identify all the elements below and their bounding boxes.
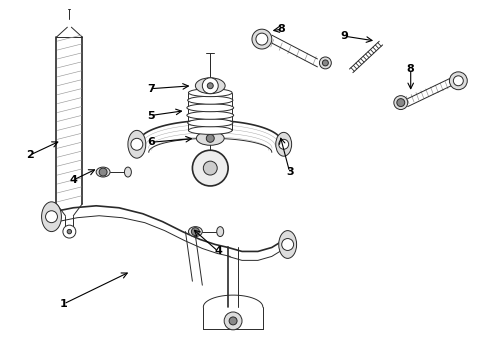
Circle shape bbox=[397, 99, 405, 107]
Circle shape bbox=[207, 83, 213, 89]
Ellipse shape bbox=[187, 104, 234, 112]
Circle shape bbox=[282, 239, 294, 251]
Circle shape bbox=[322, 60, 328, 66]
Ellipse shape bbox=[276, 132, 292, 156]
Ellipse shape bbox=[128, 130, 146, 158]
Circle shape bbox=[202, 78, 218, 94]
Text: 4: 4 bbox=[70, 175, 77, 185]
Circle shape bbox=[131, 138, 143, 150]
Circle shape bbox=[203, 161, 217, 175]
Ellipse shape bbox=[217, 227, 223, 237]
Text: 4: 4 bbox=[214, 247, 222, 256]
Circle shape bbox=[193, 150, 228, 186]
Circle shape bbox=[279, 139, 289, 149]
Text: 8: 8 bbox=[278, 24, 286, 34]
Text: 3: 3 bbox=[286, 167, 294, 177]
Circle shape bbox=[224, 312, 242, 330]
Circle shape bbox=[192, 228, 199, 235]
Ellipse shape bbox=[189, 126, 232, 134]
Text: 1: 1 bbox=[60, 299, 67, 309]
Circle shape bbox=[63, 225, 76, 238]
Ellipse shape bbox=[252, 29, 272, 49]
Ellipse shape bbox=[279, 231, 296, 258]
Text: 7: 7 bbox=[147, 84, 155, 94]
Ellipse shape bbox=[449, 72, 467, 90]
Ellipse shape bbox=[188, 119, 233, 127]
Ellipse shape bbox=[319, 57, 331, 69]
Ellipse shape bbox=[124, 167, 131, 177]
Circle shape bbox=[206, 134, 214, 142]
Circle shape bbox=[256, 33, 268, 45]
Circle shape bbox=[229, 317, 237, 325]
Text: 9: 9 bbox=[340, 31, 348, 41]
Ellipse shape bbox=[189, 89, 232, 96]
Ellipse shape bbox=[394, 96, 408, 109]
Ellipse shape bbox=[196, 131, 224, 145]
Ellipse shape bbox=[196, 78, 225, 94]
Ellipse shape bbox=[42, 202, 61, 231]
Circle shape bbox=[453, 76, 464, 86]
Text: 5: 5 bbox=[147, 111, 154, 121]
Circle shape bbox=[46, 211, 57, 223]
Text: 2: 2 bbox=[26, 150, 33, 160]
Ellipse shape bbox=[187, 111, 234, 119]
Circle shape bbox=[67, 229, 72, 234]
Text: 8: 8 bbox=[407, 64, 415, 74]
Ellipse shape bbox=[96, 167, 110, 177]
Ellipse shape bbox=[188, 96, 233, 104]
Circle shape bbox=[99, 168, 107, 176]
Text: 6: 6 bbox=[147, 137, 155, 147]
Ellipse shape bbox=[189, 227, 202, 237]
